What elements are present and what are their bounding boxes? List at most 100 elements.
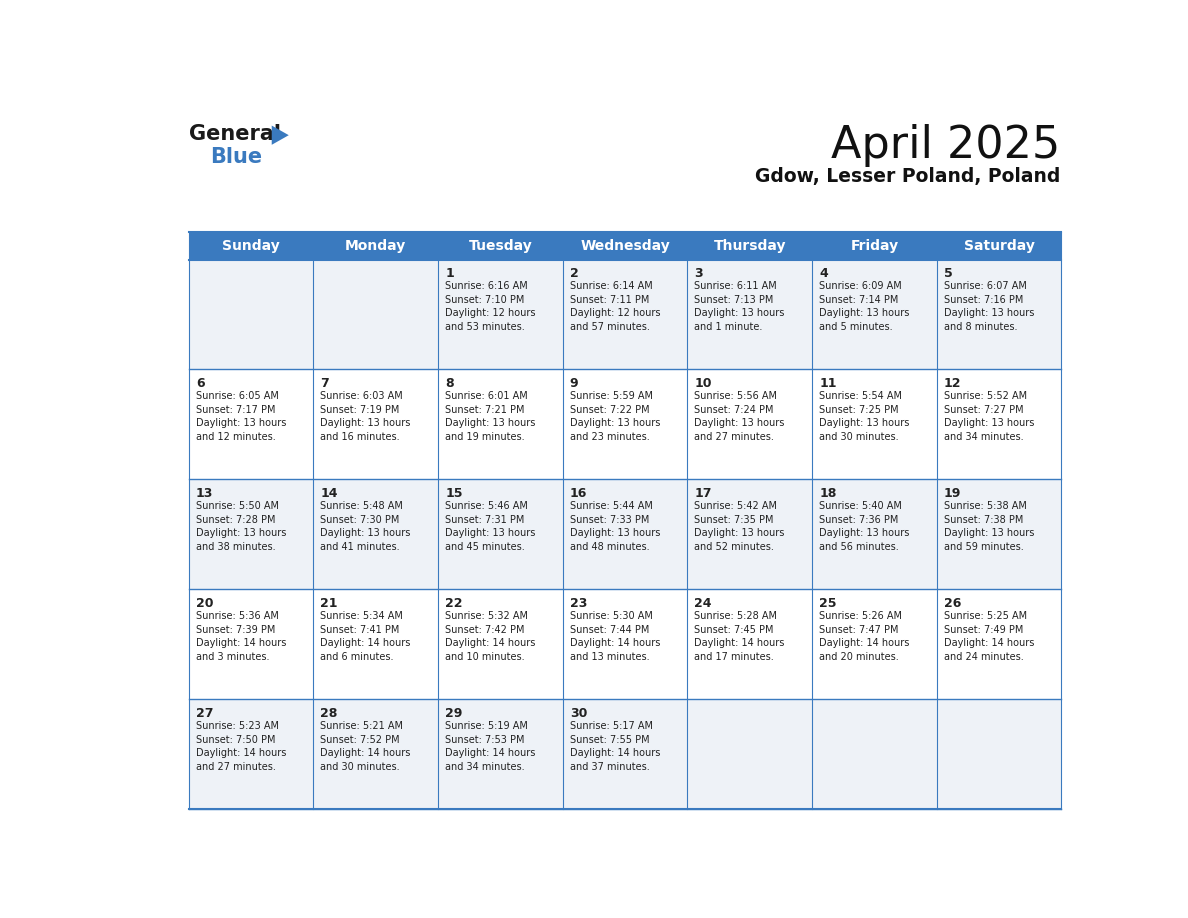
- Text: and 48 minutes.: and 48 minutes.: [570, 542, 650, 552]
- Bar: [189, 232, 1061, 260]
- Text: and 27 minutes.: and 27 minutes.: [196, 762, 276, 772]
- Text: Sunrise: 6:03 AM: Sunrise: 6:03 AM: [321, 391, 403, 401]
- Text: Sunrise: 5:56 AM: Sunrise: 5:56 AM: [695, 391, 777, 401]
- Text: and 37 minutes.: and 37 minutes.: [570, 762, 650, 772]
- Text: Daylight: 14 hours: Daylight: 14 hours: [570, 638, 661, 648]
- Text: 1: 1: [446, 267, 454, 280]
- Bar: [189, 700, 1061, 810]
- Text: 9: 9: [570, 377, 579, 390]
- Text: Sunrise: 5:17 AM: Sunrise: 5:17 AM: [570, 722, 652, 732]
- Text: 3: 3: [695, 267, 703, 280]
- Text: and 8 minutes.: and 8 minutes.: [943, 322, 1017, 331]
- Text: Daylight: 12 hours: Daylight: 12 hours: [570, 308, 661, 319]
- Text: Sunset: 7:50 PM: Sunset: 7:50 PM: [196, 734, 276, 744]
- Text: and 3 minutes.: and 3 minutes.: [196, 652, 270, 662]
- Text: 2: 2: [570, 267, 579, 280]
- Text: Daylight: 14 hours: Daylight: 14 hours: [196, 748, 286, 758]
- Text: 23: 23: [570, 597, 587, 610]
- Text: Sunrise: 6:09 AM: Sunrise: 6:09 AM: [819, 282, 902, 291]
- Text: Sunset: 7:31 PM: Sunset: 7:31 PM: [446, 515, 524, 525]
- Text: Sunset: 7:42 PM: Sunset: 7:42 PM: [446, 625, 525, 634]
- Text: Daylight: 12 hours: Daylight: 12 hours: [446, 308, 536, 319]
- Text: Sunrise: 5:19 AM: Sunrise: 5:19 AM: [446, 722, 527, 732]
- Text: Daylight: 13 hours: Daylight: 13 hours: [570, 419, 661, 429]
- Text: 25: 25: [819, 597, 836, 610]
- Text: and 34 minutes.: and 34 minutes.: [943, 431, 1023, 442]
- Text: and 24 minutes.: and 24 minutes.: [943, 652, 1024, 662]
- Text: and 30 minutes.: and 30 minutes.: [819, 431, 898, 442]
- Text: Friday: Friday: [851, 239, 898, 252]
- Text: Daylight: 14 hours: Daylight: 14 hours: [570, 748, 661, 758]
- Text: Sunset: 7:47 PM: Sunset: 7:47 PM: [819, 625, 898, 634]
- Text: Daylight: 14 hours: Daylight: 14 hours: [695, 638, 785, 648]
- Text: and 6 minutes.: and 6 minutes.: [321, 652, 394, 662]
- Text: Sunset: 7:44 PM: Sunset: 7:44 PM: [570, 625, 649, 634]
- Text: 4: 4: [819, 267, 828, 280]
- Text: and 20 minutes.: and 20 minutes.: [819, 652, 899, 662]
- Text: Sunrise: 5:38 AM: Sunrise: 5:38 AM: [943, 501, 1026, 511]
- Text: 21: 21: [321, 597, 337, 610]
- Bar: [189, 589, 1061, 700]
- Text: and 1 minute.: and 1 minute.: [695, 322, 763, 331]
- Text: Daylight: 13 hours: Daylight: 13 hours: [943, 419, 1034, 429]
- Text: Daylight: 14 hours: Daylight: 14 hours: [943, 638, 1034, 648]
- Text: Sunset: 7:14 PM: Sunset: 7:14 PM: [819, 295, 898, 305]
- Text: Daylight: 13 hours: Daylight: 13 hours: [196, 419, 286, 429]
- Text: Sunrise: 5:30 AM: Sunrise: 5:30 AM: [570, 611, 652, 621]
- Text: Sunrise: 5:36 AM: Sunrise: 5:36 AM: [196, 611, 279, 621]
- Text: Sunrise: 5:23 AM: Sunrise: 5:23 AM: [196, 722, 279, 732]
- Text: Daylight: 13 hours: Daylight: 13 hours: [570, 528, 661, 538]
- Text: and 45 minutes.: and 45 minutes.: [446, 542, 525, 552]
- Text: Monday: Monday: [346, 239, 406, 252]
- Text: Sunrise: 5:46 AM: Sunrise: 5:46 AM: [446, 501, 527, 511]
- Text: Sunset: 7:55 PM: Sunset: 7:55 PM: [570, 734, 650, 744]
- Text: 26: 26: [943, 597, 961, 610]
- Text: Sunset: 7:19 PM: Sunset: 7:19 PM: [321, 405, 400, 415]
- Text: Sunset: 7:36 PM: Sunset: 7:36 PM: [819, 515, 898, 525]
- Text: Sunrise: 5:44 AM: Sunrise: 5:44 AM: [570, 501, 652, 511]
- Text: Daylight: 13 hours: Daylight: 13 hours: [446, 419, 536, 429]
- Text: Sunset: 7:16 PM: Sunset: 7:16 PM: [943, 295, 1023, 305]
- Text: Sunrise: 6:16 AM: Sunrise: 6:16 AM: [446, 282, 527, 291]
- Text: Daylight: 14 hours: Daylight: 14 hours: [819, 638, 910, 648]
- Text: 20: 20: [196, 597, 214, 610]
- Text: Sunset: 7:33 PM: Sunset: 7:33 PM: [570, 515, 649, 525]
- Polygon shape: [272, 126, 289, 145]
- Text: Sunrise: 5:48 AM: Sunrise: 5:48 AM: [321, 501, 403, 511]
- Bar: [189, 370, 1061, 479]
- Text: Daylight: 13 hours: Daylight: 13 hours: [695, 308, 785, 319]
- Text: Sunset: 7:49 PM: Sunset: 7:49 PM: [943, 625, 1023, 634]
- Text: Daylight: 13 hours: Daylight: 13 hours: [819, 308, 910, 319]
- Text: 15: 15: [446, 487, 462, 500]
- Text: Saturday: Saturday: [963, 239, 1035, 252]
- Text: Sunrise: 5:21 AM: Sunrise: 5:21 AM: [321, 722, 404, 732]
- Text: and 12 minutes.: and 12 minutes.: [196, 431, 276, 442]
- Text: and 5 minutes.: and 5 minutes.: [819, 322, 892, 331]
- Bar: [189, 260, 1061, 370]
- Text: Sunrise: 5:42 AM: Sunrise: 5:42 AM: [695, 501, 777, 511]
- Text: and 13 minutes.: and 13 minutes.: [570, 652, 650, 662]
- Text: Daylight: 13 hours: Daylight: 13 hours: [819, 419, 910, 429]
- Text: April 2025: April 2025: [830, 124, 1060, 167]
- Text: 6: 6: [196, 377, 204, 390]
- Text: Sunrise: 6:01 AM: Sunrise: 6:01 AM: [446, 391, 527, 401]
- Text: Sunrise: 5:26 AM: Sunrise: 5:26 AM: [819, 611, 902, 621]
- Text: Wednesday: Wednesday: [580, 239, 670, 252]
- Text: and 34 minutes.: and 34 minutes.: [446, 762, 525, 772]
- Text: Sunset: 7:38 PM: Sunset: 7:38 PM: [943, 515, 1023, 525]
- Text: and 56 minutes.: and 56 minutes.: [819, 542, 899, 552]
- Text: Daylight: 13 hours: Daylight: 13 hours: [196, 528, 286, 538]
- Text: Sunday: Sunday: [222, 239, 280, 252]
- Text: Sunrise: 5:50 AM: Sunrise: 5:50 AM: [196, 501, 279, 511]
- Text: Sunset: 7:13 PM: Sunset: 7:13 PM: [695, 295, 773, 305]
- Text: 16: 16: [570, 487, 587, 500]
- Text: and 41 minutes.: and 41 minutes.: [321, 542, 400, 552]
- Text: Daylight: 14 hours: Daylight: 14 hours: [446, 748, 536, 758]
- Text: and 52 minutes.: and 52 minutes.: [695, 542, 775, 552]
- Text: Sunset: 7:30 PM: Sunset: 7:30 PM: [321, 515, 400, 525]
- Text: Sunrise: 5:52 AM: Sunrise: 5:52 AM: [943, 391, 1026, 401]
- Text: Sunset: 7:11 PM: Sunset: 7:11 PM: [570, 295, 649, 305]
- Text: Sunrise: 5:34 AM: Sunrise: 5:34 AM: [321, 611, 403, 621]
- Text: and 17 minutes.: and 17 minutes.: [695, 652, 775, 662]
- Text: Daylight: 13 hours: Daylight: 13 hours: [943, 308, 1034, 319]
